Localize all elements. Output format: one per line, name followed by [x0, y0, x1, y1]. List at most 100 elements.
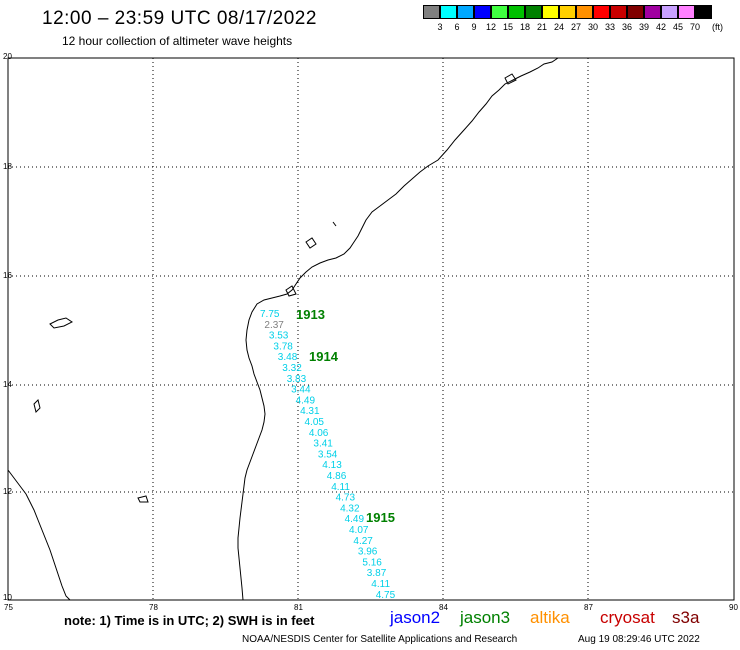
- legend-label: 12: [485, 22, 496, 32]
- credit-text: NOAA/NESDIS Center for Satellite Applica…: [242, 634, 518, 645]
- lon-tick-label: 87: [584, 603, 593, 612]
- legend-label: 18: [519, 22, 530, 32]
- legend-swatch: [610, 5, 627, 19]
- map-title: 12:00 – 23:59 UTC 08/17/2022: [42, 8, 317, 29]
- coastline-west: [7, 469, 71, 601]
- legend-swatch: [627, 5, 644, 19]
- legend-swatch: [559, 5, 576, 19]
- wave-height-label: 4.31: [300, 406, 320, 417]
- legend-swatch: [457, 5, 474, 19]
- wave-height-label: 4.32: [340, 503, 360, 514]
- wave-height-label: 3.32: [282, 363, 302, 374]
- wave-height-label: 4.05: [305, 417, 325, 428]
- legend-swatch: [508, 5, 525, 19]
- wave-height-label: 4.13: [322, 460, 342, 471]
- pass-number-label: 1915: [366, 510, 395, 525]
- wave-height-label: 4.75: [376, 590, 396, 601]
- wave-height-track: 7.752.373.533.783.483.323.833.444.494.31…: [260, 309, 396, 601]
- wave-height-label: 4.07: [349, 525, 369, 536]
- pass-labels: 1913 1914 1915: [296, 307, 395, 525]
- island-2: [33, 399, 41, 413]
- legend-label: 24: [553, 22, 564, 32]
- legend-label: 33: [604, 22, 615, 32]
- pass-number-label: 1914: [309, 349, 339, 364]
- wave-height-label: 4.06: [309, 428, 329, 439]
- island-1: [49, 317, 73, 329]
- wave-height-label: 3.83: [287, 374, 307, 385]
- wave-height-label: 4.49: [345, 514, 365, 525]
- map-subtitle: 12 hour collection of altimeter wave hei…: [62, 34, 293, 48]
- lat-tick-label: 16: [3, 271, 12, 280]
- island-3: [137, 495, 149, 503]
- wave-height-label: 3.54: [318, 449, 338, 460]
- wave-height-label: 3.96: [358, 547, 378, 558]
- legend-swatch: [440, 5, 457, 19]
- island-4: [305, 237, 317, 249]
- wave-height-label: 3.53: [269, 331, 289, 342]
- pass-number-label: 1913: [296, 307, 325, 322]
- legend-swatch: [542, 5, 559, 19]
- legend-label: 45: [672, 22, 683, 32]
- legend-label: 3: [437, 22, 443, 32]
- wave-height-label: 4.11: [371, 579, 390, 590]
- legend-swatch: [678, 5, 695, 19]
- lon-tick-label: 81: [294, 603, 303, 612]
- lon-tick-label: 84: [439, 603, 448, 612]
- wave-height-label: 3.87: [367, 568, 387, 579]
- wave-height-label: 4.86: [327, 471, 347, 482]
- lon-tick-label: 78: [149, 603, 158, 612]
- legend-swatch: [525, 5, 542, 19]
- lon-tick-label: 75: [4, 603, 13, 612]
- lat-tick-label: 12: [3, 487, 12, 496]
- legend-label: 39: [638, 22, 649, 32]
- satellite-name-cryosat: cryosat: [600, 608, 655, 627]
- grid-lines: [8, 58, 734, 600]
- lat-tick-label: 18: [3, 162, 12, 171]
- legend-label: 36: [621, 22, 632, 32]
- wave-height-label: 4.73: [336, 493, 356, 504]
- map-frame: [7, 57, 735, 601]
- island-7: [285, 285, 297, 297]
- wave-height-label: 4.49: [296, 395, 316, 406]
- legend-swatch: [661, 5, 678, 19]
- legend-swatch: [644, 5, 661, 19]
- coastline-india-east: [237, 57, 559, 601]
- legend-label: 70: [689, 22, 700, 32]
- legend-label: 27: [570, 22, 581, 32]
- legend-swatch: [474, 5, 491, 19]
- lat-tick-label: 14: [3, 380, 12, 389]
- island-6: [504, 73, 517, 85]
- legend-label: 30: [587, 22, 598, 32]
- legend-label: 6: [454, 22, 460, 32]
- footer-note: note: 1) Time is in UTC; 2) SWH is in fe…: [64, 613, 315, 628]
- wave-height-label: 5.16: [362, 557, 382, 568]
- legend-label: 9: [471, 22, 477, 32]
- legend-swatch: [423, 5, 440, 19]
- legend-swatch: [593, 5, 610, 19]
- legend-label: 15: [502, 22, 513, 32]
- satellite-name-s3a: s3a: [672, 608, 700, 627]
- wave-height-label: 7.75: [260, 309, 280, 320]
- legend-unit-label: (ft): [712, 22, 723, 32]
- wave-height-label: 3.44: [291, 385, 311, 396]
- wave-height-label: 3.48: [278, 352, 298, 363]
- legend-label: 42: [655, 22, 666, 32]
- legend-swatch: [576, 5, 593, 19]
- lat-tick-label: 20: [3, 52, 12, 61]
- satellite-name-jason3: jason3: [460, 608, 511, 627]
- lon-tick-label: 90: [729, 603, 738, 612]
- wave-height-label: 3.41: [313, 439, 333, 450]
- wave-height-label: 4.27: [353, 536, 373, 547]
- legend-swatch: [695, 5, 712, 19]
- satellite-name-altika: altika: [530, 608, 570, 627]
- island-5: [332, 221, 337, 227]
- legend-label: 21: [536, 22, 547, 32]
- wave-height-label: 3.78: [273, 341, 293, 352]
- legend-swatch: [491, 5, 508, 19]
- lat-tick-label: 10: [3, 593, 12, 602]
- wave-height-label: 4.11: [331, 482, 350, 493]
- satellite-name-jason2: jason2: [390, 608, 441, 627]
- wave-height-label: 2.37: [264, 320, 284, 331]
- credit-timestamp: Aug 19 08:29:46 UTC 2022: [578, 634, 700, 645]
